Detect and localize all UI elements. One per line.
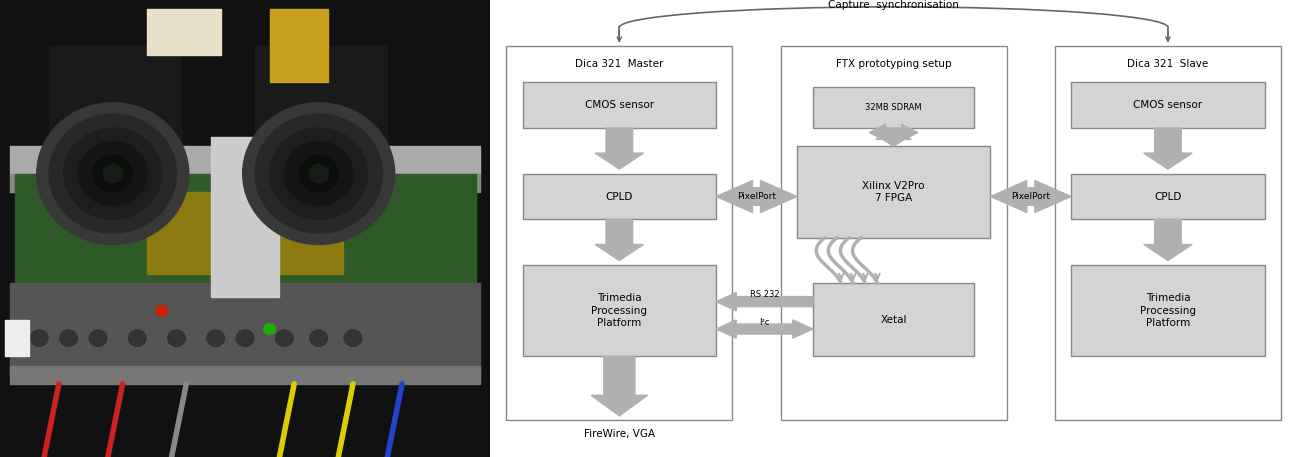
Bar	[1071, 82, 1265, 128]
Text: FTX prototyping setup: FTX prototyping setup	[835, 59, 952, 69]
Circle shape	[36, 103, 189, 244]
Circle shape	[64, 128, 162, 219]
Circle shape	[208, 330, 224, 346]
Circle shape	[30, 330, 48, 346]
Circle shape	[275, 330, 293, 346]
Polygon shape	[716, 181, 796, 213]
Bar	[10, 366, 480, 384]
Text: CMOS sensor: CMOS sensor	[1134, 100, 1202, 110]
Circle shape	[93, 155, 132, 192]
Circle shape	[128, 330, 147, 346]
Circle shape	[156, 305, 167, 316]
Bar	[10, 174, 480, 192]
Polygon shape	[716, 292, 813, 311]
Bar	[14, 174, 231, 283]
Circle shape	[60, 330, 78, 346]
Text: PixelPort: PixelPort	[1012, 192, 1051, 201]
Bar	[1071, 265, 1265, 356]
Circle shape	[89, 330, 106, 346]
Bar	[256, 46, 388, 174]
Circle shape	[243, 103, 394, 244]
Polygon shape	[869, 124, 918, 141]
Bar	[147, 9, 220, 55]
Bar	[781, 46, 1006, 420]
Text: Trimedia
Processing
Platform: Trimedia Processing Platform	[1140, 293, 1196, 328]
Text: Capture  synchronisation: Capture synchronisation	[829, 0, 958, 10]
Polygon shape	[595, 219, 643, 260]
Text: CPLD: CPLD	[606, 191, 633, 202]
Bar	[523, 82, 716, 128]
Text: Xilinx V2Pro
7 FPGA: Xilinx V2Pro 7 FPGA	[863, 181, 925, 203]
Circle shape	[270, 128, 368, 219]
Text: PixelPort: PixelPort	[737, 192, 776, 201]
Circle shape	[344, 330, 362, 346]
Bar	[1054, 46, 1281, 420]
Bar	[1071, 174, 1265, 219]
Text: RS 232: RS 232	[750, 290, 779, 299]
Polygon shape	[595, 128, 643, 169]
Bar	[211, 137, 279, 297]
Circle shape	[310, 330, 328, 346]
Circle shape	[49, 114, 176, 233]
Text: Dica 321  Master: Dica 321 Master	[575, 59, 664, 69]
Circle shape	[263, 324, 275, 335]
Polygon shape	[1144, 128, 1192, 169]
Circle shape	[102, 165, 122, 183]
Bar	[270, 9, 328, 82]
Bar	[796, 146, 991, 238]
Circle shape	[300, 155, 339, 192]
Bar	[250, 174, 476, 283]
Polygon shape	[716, 320, 813, 338]
Bar	[523, 265, 716, 356]
Bar	[10, 146, 480, 174]
Circle shape	[78, 142, 147, 206]
Polygon shape	[591, 356, 647, 416]
Text: Dica 321  Slave: Dica 321 Slave	[1127, 59, 1209, 69]
Bar	[5, 320, 30, 356]
Polygon shape	[991, 181, 1071, 213]
Circle shape	[256, 114, 383, 233]
Bar	[506, 46, 733, 420]
Circle shape	[236, 330, 254, 346]
Bar	[147, 192, 344, 274]
Text: Xetal: Xetal	[881, 315, 907, 325]
Bar	[10, 283, 480, 375]
Polygon shape	[875, 128, 912, 146]
Text: I²c: I²c	[759, 318, 769, 327]
Circle shape	[284, 142, 353, 206]
Text: CMOS sensor: CMOS sensor	[585, 100, 654, 110]
Bar	[49, 46, 182, 174]
Polygon shape	[1144, 219, 1192, 260]
Text: Trimedia
Processing
Platform: Trimedia Processing Platform	[591, 293, 647, 328]
Circle shape	[167, 330, 185, 346]
Text: FireWire, VGA: FireWire, VGA	[584, 429, 655, 439]
Bar	[813, 283, 974, 356]
Text: 32MB SDRAM: 32MB SDRAM	[865, 103, 922, 112]
Circle shape	[309, 165, 328, 183]
Text: CPLD: CPLD	[1154, 191, 1182, 202]
Bar	[523, 174, 716, 219]
Bar	[813, 87, 974, 128]
